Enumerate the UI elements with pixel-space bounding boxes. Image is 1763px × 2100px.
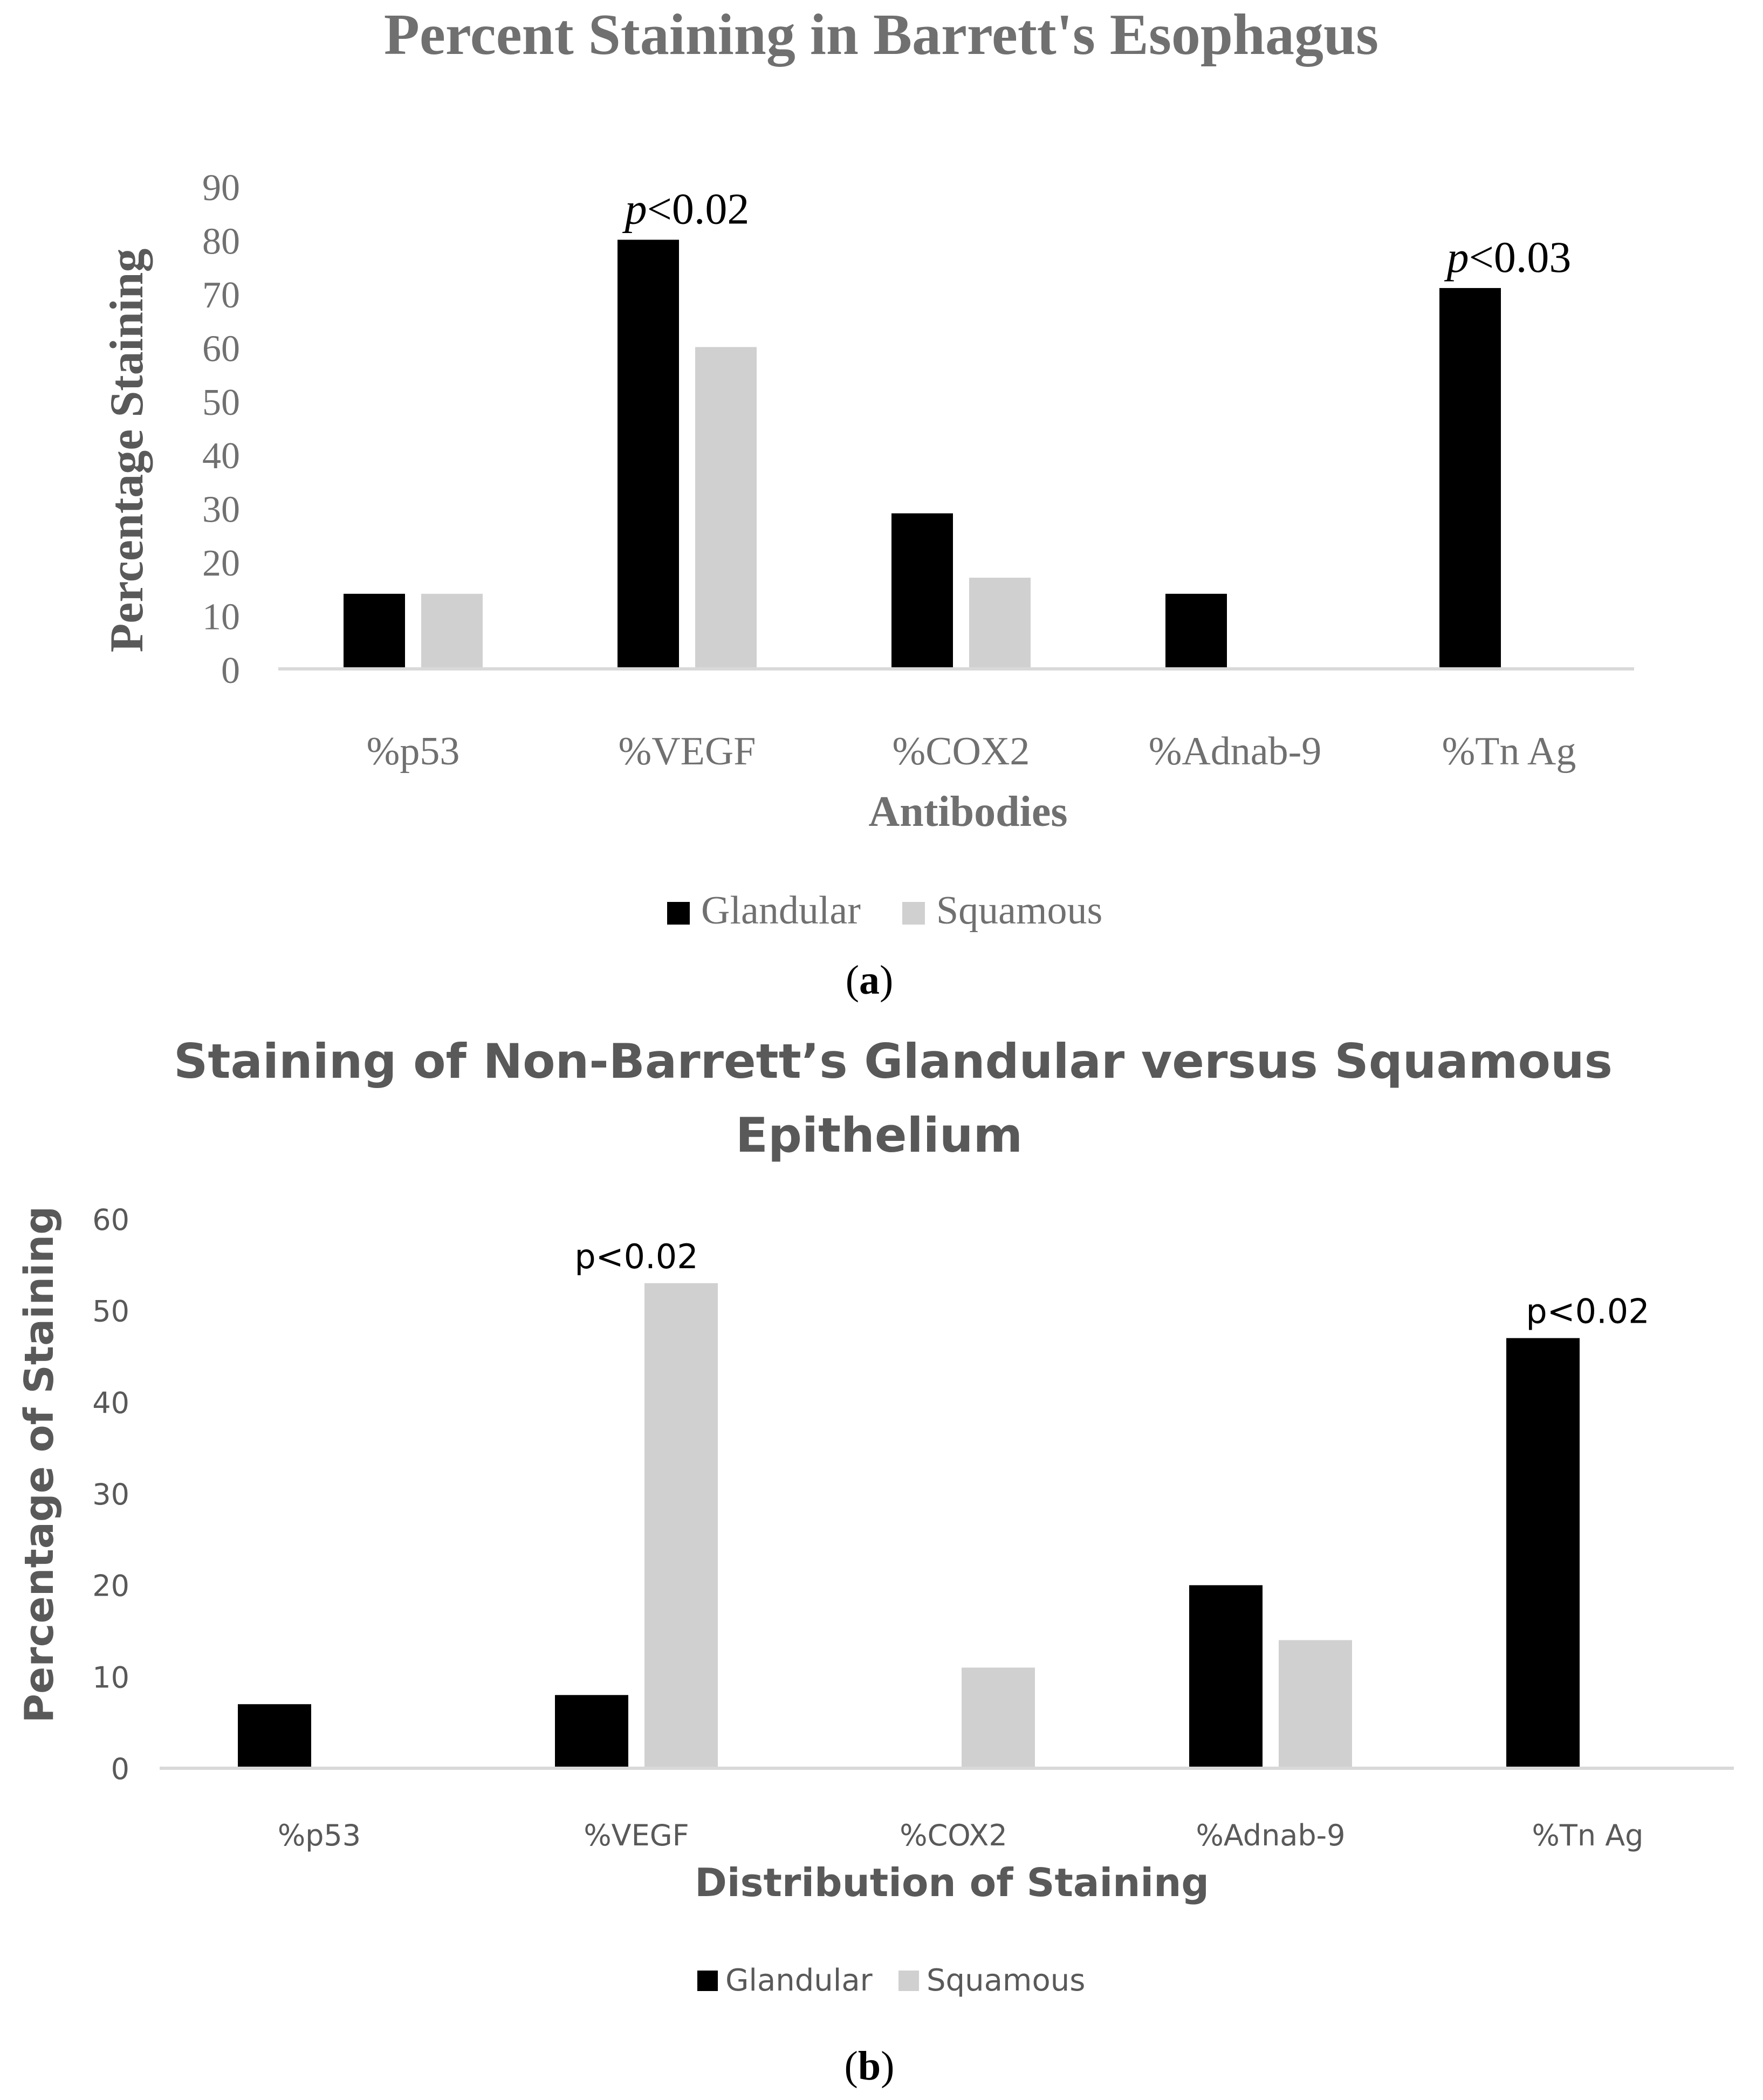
chart-b-y-tick-10: 10 bbox=[92, 1660, 129, 1694]
chart-a-bar-squamous-vegf bbox=[695, 347, 757, 669]
chart-a-x-axis-label: Antibodies bbox=[869, 788, 1068, 836]
chart-a-y-tick-30: 30 bbox=[202, 489, 240, 531]
chart-b-bar-glandular-tn-ag bbox=[1506, 1338, 1580, 1768]
chart-b-y-tick-0: 0 bbox=[111, 1752, 129, 1786]
chart-a-y-tick-0: 0 bbox=[221, 650, 240, 692]
chart-a-legend-label-squamous: Squamous bbox=[936, 888, 1102, 933]
chart-a-x-tick-vegf: %VEGF bbox=[619, 729, 756, 774]
chart-a-y-tick-40: 40 bbox=[202, 435, 240, 477]
chart-b-annotation-vegf: p<0.02 bbox=[574, 1237, 698, 1276]
chart-a-legend-swatch-squamous bbox=[902, 902, 925, 925]
chart-b-annotation-text-vegf: p<0.02 bbox=[574, 1237, 698, 1276]
chart-b-x-tick-tn-ag: %Tn Ag bbox=[1532, 1818, 1644, 1852]
panel-label-a: (a) bbox=[846, 957, 894, 1003]
chart-a-annotations: p<0.02p<0.03 bbox=[622, 184, 1572, 282]
chart-b-y-tick-60: 60 bbox=[92, 1203, 129, 1237]
chart-a-y-tick-labels: 0 10 20 30 40 50 60 70 80 90 bbox=[202, 167, 240, 692]
chart-b-y-tick-labels: 0 10 20 30 40 50 60 bbox=[92, 1203, 129, 1786]
chart-a-annotation-text-tn-ag: <0.03 bbox=[1469, 232, 1572, 282]
chart-a-y-tick-80: 80 bbox=[202, 221, 240, 262]
chart-b: Staining of Non-Barrett’s Glandular vers… bbox=[16, 1034, 1734, 2089]
chart-b-bar-glandular-adnab-9 bbox=[1189, 1585, 1263, 1768]
chart-a-x-tick-adnab-9: %Adnab-9 bbox=[1149, 729, 1322, 774]
chart-a-y-tick-50: 50 bbox=[202, 382, 240, 423]
chart-a-x-tick-p53: %p53 bbox=[367, 729, 460, 774]
chart-a-x-tick-cox2: %COX2 bbox=[893, 729, 1030, 774]
chart-b-y-tick-20: 20 bbox=[92, 1569, 129, 1603]
chart-a-annotation-prefix-vegf: p bbox=[622, 184, 647, 233]
chart-b-x-tick-vegf: %VEGF bbox=[584, 1818, 689, 1852]
chart-b-x-axis-label: Distribution of Staining bbox=[695, 1860, 1209, 1905]
chart-a-legend: Glandular Squamous bbox=[667, 888, 1102, 933]
chart-b-legend-label-glandular: Glandular bbox=[725, 1963, 873, 1998]
chart-a-y-tick-90: 90 bbox=[202, 167, 240, 209]
chart-b-y-axis-label: Percentage of Staining bbox=[16, 1206, 63, 1723]
chart-a-annotation-vegf: p<0.02 bbox=[622, 184, 750, 233]
chart-b-y-tick-30: 30 bbox=[92, 1477, 129, 1511]
chart-b-bars bbox=[238, 1283, 1580, 1768]
chart-a-annotation-text-vegf: <0.02 bbox=[647, 184, 750, 233]
chart-a-bar-squamous-cox2 bbox=[969, 577, 1031, 669]
chart-a-y-tick-10: 10 bbox=[202, 597, 240, 638]
chart-b-legend-swatch-glandular bbox=[697, 1971, 718, 1991]
chart-b-bar-glandular-vegf bbox=[555, 1695, 628, 1768]
chart-b-annotation-tn-ag: p<0.02 bbox=[1526, 1292, 1649, 1331]
chart-b-bar-squamous-vegf bbox=[644, 1283, 718, 1768]
chart-b-legend-label-squamous: Squamous bbox=[927, 1963, 1085, 1998]
chart-a-bar-glandular-cox2 bbox=[891, 513, 953, 669]
chart-b-y-tick-40: 40 bbox=[92, 1386, 129, 1420]
chart-b-x-tick-cox2: %COX2 bbox=[900, 1818, 1007, 1852]
chart-b-legend: Glandular Squamous bbox=[697, 1963, 1085, 1998]
chart-a-bar-glandular-adnab-9 bbox=[1165, 593, 1227, 669]
chart-a-bar-glandular-tn-ag bbox=[1439, 288, 1501, 669]
chart-a-title: Percent Staining in Barrett's Esophagus bbox=[384, 3, 1378, 67]
chart-b-x-tick-labels: %p53 %VEGF %COX2 %Adnab-9 %Tn Ag bbox=[278, 1818, 1644, 1852]
chart-b-y-tick-50: 50 bbox=[92, 1295, 129, 1329]
chart-b-annotation-text-tn-ag: p<0.02 bbox=[1526, 1292, 1649, 1331]
chart-b-bar-squamous-cox2 bbox=[962, 1667, 1035, 1768]
chart-b-x-tick-p53: %p53 bbox=[278, 1818, 361, 1852]
chart-b-title-line-1: Staining of Non-Barrett’s Glandular vers… bbox=[174, 1034, 1613, 1089]
chart-a-annotation-tn-ag: p<0.03 bbox=[1444, 232, 1572, 282]
panel-label-b: (b) bbox=[845, 2043, 895, 2089]
chart-a-x-tick-labels: %p53 %VEGF %COX2 %Adnab-9 %Tn Ag bbox=[367, 729, 1576, 774]
chart-a-bar-squamous-p53 bbox=[421, 593, 483, 669]
panel-label-a-letter: a bbox=[859, 957, 880, 1003]
chart-b-bar-glandular-p53 bbox=[238, 1704, 311, 1768]
chart-b-legend-swatch-squamous bbox=[898, 1971, 919, 1991]
chart-a-annotation-prefix-tn-ag: p bbox=[1444, 232, 1469, 282]
chart-a-y-tick-60: 60 bbox=[202, 328, 240, 370]
chart-a-x-tick-tn-ag: %Tn Ag bbox=[1442, 729, 1576, 774]
chart-a-y-tick-20: 20 bbox=[202, 543, 240, 584]
chart-b-title-line-2: Epithelium bbox=[736, 1107, 1023, 1163]
chart-b-annotations: p<0.02 p<0.02 bbox=[574, 1237, 1649, 1331]
chart-b-bar-squamous-adnab-9 bbox=[1279, 1640, 1352, 1768]
chart-a: Percent Staining in Barrett's Esophagus … bbox=[101, 3, 1634, 1003]
chart-a-bar-glandular-p53 bbox=[344, 593, 405, 669]
chart-a-bar-glandular-vegf bbox=[618, 240, 679, 669]
chart-a-y-axis-label: Percentage Staining bbox=[101, 249, 153, 653]
chart-a-y-tick-70: 70 bbox=[202, 275, 240, 316]
chart-a-bars bbox=[344, 240, 1501, 669]
panel-label-b-letter: b bbox=[858, 2043, 881, 2089]
chart-b-x-tick-adnab-9: %Adnab-9 bbox=[1196, 1818, 1345, 1852]
chart-a-legend-swatch-glandular bbox=[667, 902, 690, 925]
chart-a-legend-label-glandular: Glandular bbox=[701, 888, 861, 933]
